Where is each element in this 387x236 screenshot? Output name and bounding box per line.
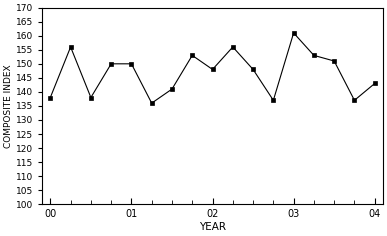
- Y-axis label: COMPOSITE INDEX: COMPOSITE INDEX: [4, 64, 13, 148]
- X-axis label: YEAR: YEAR: [199, 222, 226, 232]
